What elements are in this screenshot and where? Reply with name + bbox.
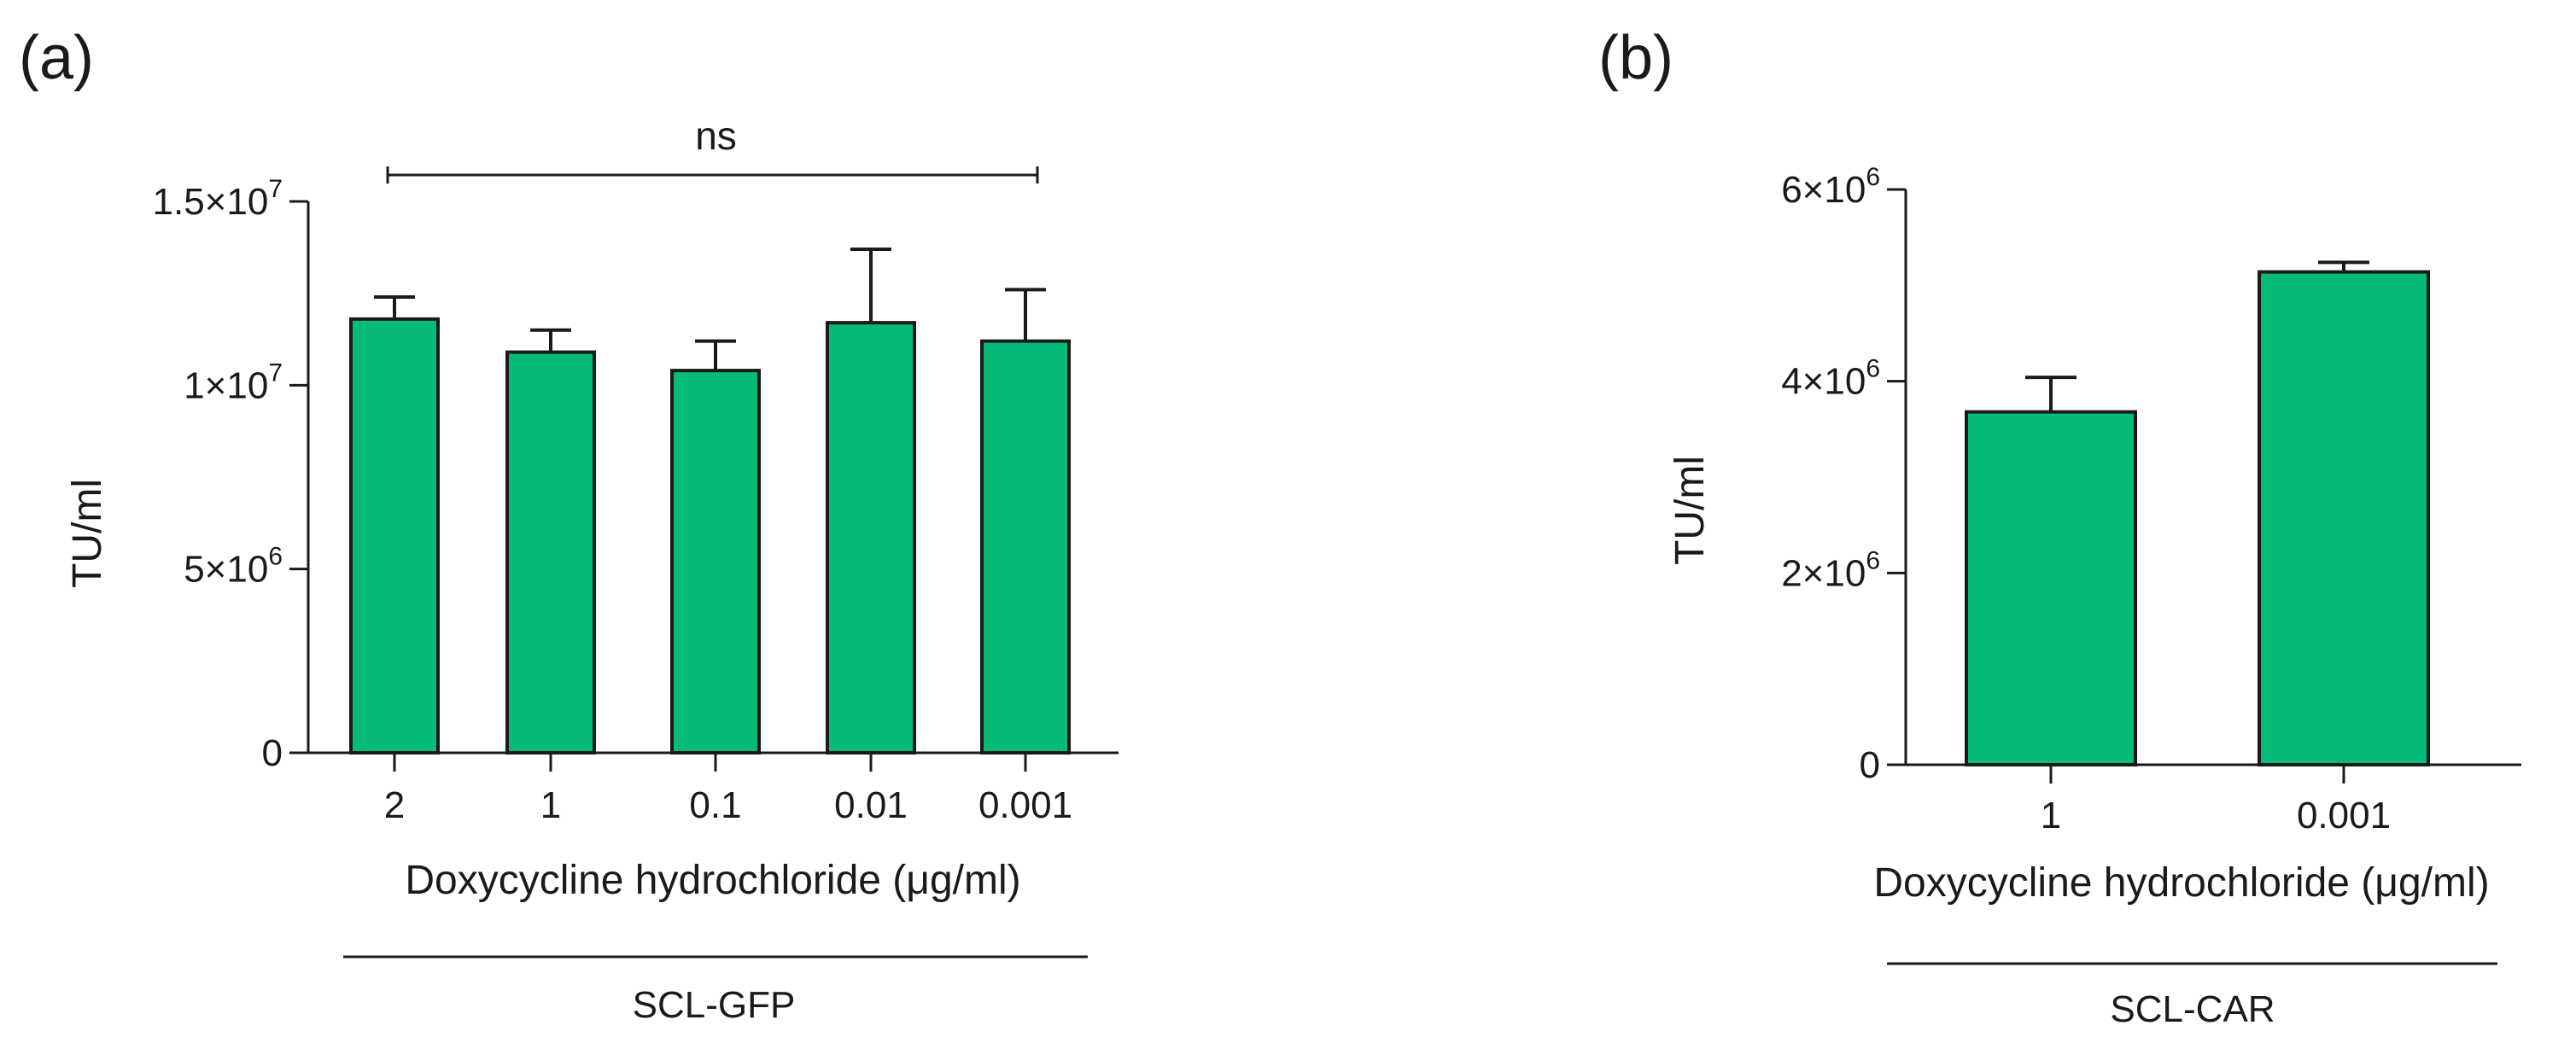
panel-b-x-ticks: 1 0.001 (2041, 765, 2391, 836)
bar-0.01 (826, 321, 916, 755)
x-tick-label: 0.001 (978, 784, 1072, 826)
x-tick-label: 0.01 (834, 784, 908, 826)
bar-1 (1965, 410, 2137, 766)
x-tick-label: 0.001 (2297, 795, 2391, 836)
panel-b-label: (b) (1598, 24, 1674, 92)
bar-1 (505, 350, 596, 755)
panel-a-x-ticks: 2 1 0.1 0.01 0.001 (384, 753, 1072, 826)
y-tick-label: 6×106 (1781, 163, 1880, 211)
y-tick-label: 0 (262, 732, 283, 774)
x-tick-label: 2 (384, 784, 405, 826)
y-tick-label: 4×106 (1781, 355, 1880, 403)
panel-b-x-axis-title: Doxycycline hydrochloride (μg/ml) (1873, 860, 2489, 906)
panel-b-bars (1965, 260, 2430, 766)
panel-b-y-axis-title: TU/ml (1668, 456, 1713, 565)
panel-a-x-axis-title: Doxycycline hydrochloride (μg/ml) (405, 858, 1020, 903)
panel-b-group-label: SCL-CAR (2110, 988, 2275, 1030)
y-tick-label: 1.5×107 (153, 175, 283, 223)
bar-0.001 (980, 339, 1071, 755)
panel-a-label: (a) (19, 24, 94, 92)
x-tick-label: 1 (540, 784, 561, 826)
panel-a-y-axis-title: TU/ml (65, 479, 110, 588)
x-tick-label: 1 (2041, 795, 2061, 836)
bar-0.1 (670, 369, 761, 755)
panel-b-y-ticks: 0 2×106 4×106 6×106 (1781, 163, 1906, 786)
y-tick-label: 2×106 (1781, 546, 1880, 594)
panel-b: (b) 0 2×106 4×106 6×106 1 0.001 TU/ml Doxycy… (1598, 24, 2521, 1030)
y-tick-label: 1×107 (184, 358, 283, 406)
y-tick-label: 0 (1860, 744, 1880, 786)
panel-a-bars (349, 247, 1071, 755)
bar-0.001 (2258, 270, 2430, 766)
x-tick-label: 0.1 (689, 784, 741, 826)
bar-2 (349, 317, 440, 755)
panel-a: (a) 0 5×106 1×107 1.5×107 2 1 0.1 0.01 0.001 ns… (19, 24, 1119, 1026)
panel-a-group-label: SCL-GFP (633, 984, 796, 1026)
panel-a-y-ticks: 0 5×106 1×107 1.5×107 (153, 175, 308, 774)
significance-label: ns (695, 114, 737, 158)
y-tick-label: 5×106 (184, 543, 283, 591)
panel-a-significance-bracket: ns (386, 114, 1039, 184)
